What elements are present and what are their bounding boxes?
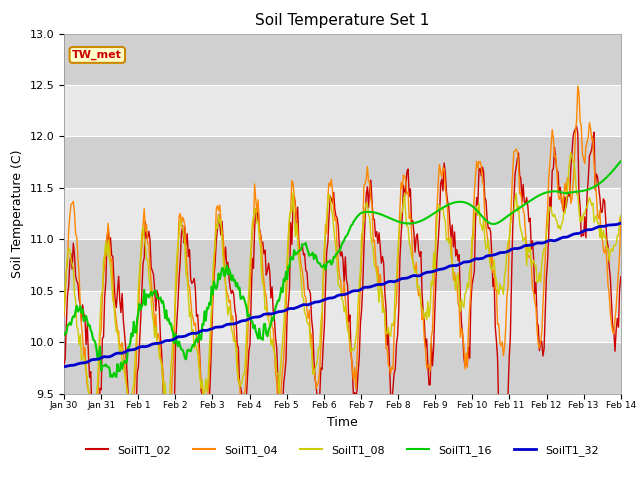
Text: TW_met: TW_met: [72, 50, 122, 60]
Bar: [64, 136, 621, 188]
Bar: [64, 240, 621, 291]
Bar: [64, 342, 621, 394]
X-axis label: Time: Time: [327, 416, 358, 429]
Y-axis label: Soil Temperature (C): Soil Temperature (C): [11, 149, 24, 278]
Title: Soil Temperature Set 1: Soil Temperature Set 1: [255, 13, 429, 28]
Bar: [64, 188, 621, 240]
Legend: SoilT1_02, SoilT1_04, SoilT1_08, SoilT1_16, SoilT1_32: SoilT1_02, SoilT1_04, SoilT1_08, SoilT1_…: [82, 440, 603, 460]
Bar: [64, 34, 621, 85]
Bar: [64, 291, 621, 342]
Bar: [64, 85, 621, 136]
